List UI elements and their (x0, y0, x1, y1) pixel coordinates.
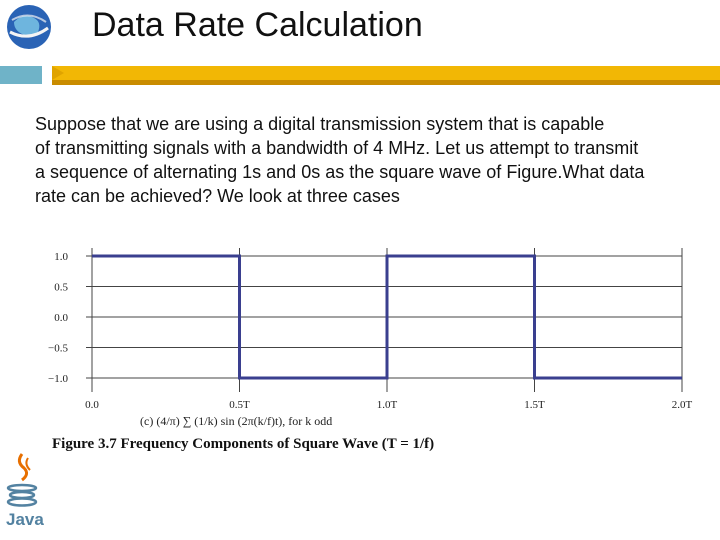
y-tick-label: −1.0 (48, 373, 68, 385)
y-tick-label: 0.5 (54, 282, 68, 294)
title-divider-bar (0, 66, 720, 85)
y-tick-label: 1.0 (54, 251, 68, 263)
x-tick-label: 0.5T (229, 399, 250, 411)
x-tick-label: 1.5T (524, 399, 545, 411)
chart-grid (86, 248, 683, 392)
figure-caption: Figure 3.7 Frequency Components of Squar… (52, 436, 435, 452)
x-axis-ticks: 0.0 0.5T 1.0T 1.5T 2.0T (85, 399, 692, 411)
x-tick-label: 2.0T (672, 399, 693, 411)
y-tick-label: −0.5 (48, 343, 68, 355)
square-wave-chart: 1.0 0.5 0.0 −0.5 −1.0 0.0 0.5T 1.0T 1.5T 2.0T (48, 248, 693, 411)
body-line: rate can be achieved? We look at three c… (35, 186, 400, 206)
body-line: Suppose that we are using a digital tran… (35, 114, 605, 134)
body-line: a sequence of alternating 1s and 0s as t… (35, 162, 645, 182)
java-logo-icon: Java (6, 453, 44, 529)
square-wave-series (92, 254, 682, 380)
figure-formula: (c) (4/π) ∑ (1/k) sin (2π(k/f)t), for k … (140, 414, 333, 428)
globe-logo-icon (4, 2, 54, 52)
body-line: of transmitting signals with a bandwidth… (35, 138, 639, 158)
slide-title: Data Rate Calculation (92, 6, 423, 44)
slide-body-text: Suppose that we are using a digital tran… (35, 112, 715, 208)
y-axis-ticks: 1.0 0.5 0.0 −0.5 −1.0 (48, 251, 68, 385)
java-logo-text: Java (6, 510, 44, 529)
x-tick-label: 1.0T (377, 399, 398, 411)
x-tick-label: 0.0 (85, 399, 99, 411)
y-tick-label: 0.0 (54, 312, 68, 324)
